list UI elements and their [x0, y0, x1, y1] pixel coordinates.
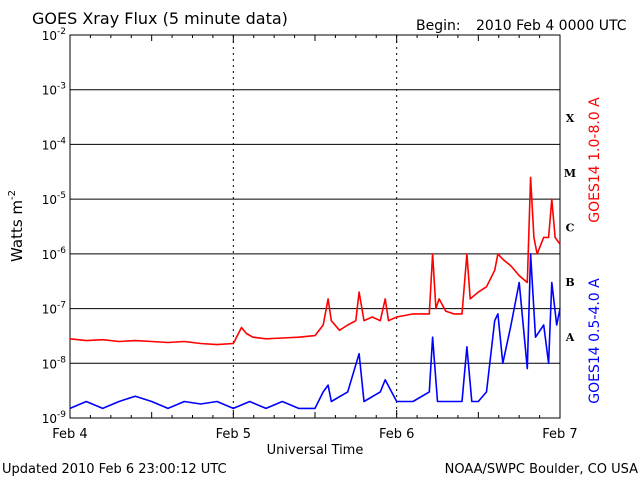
flare-class-label: B: [565, 276, 574, 289]
y-tick-label: 10-8: [42, 355, 67, 371]
y-tick-label: 10-2: [42, 27, 66, 43]
source-credit: NOAA/SWPC Boulder, CO USA: [445, 462, 638, 477]
x-tick-label: Feb 4: [52, 427, 87, 442]
svg-text:Watts m-2: Watts m-2: [7, 190, 26, 262]
y-tick-label: 10-5: [42, 191, 66, 207]
y-tick-label: 10-4: [42, 136, 67, 152]
flare-class-label: C: [566, 222, 575, 235]
updated-timestamp: Updated 2010 Feb 6 23:00:12 UTC: [2, 462, 227, 477]
y-axis-label-exponent: -2: [7, 190, 18, 200]
tick-marks: [69, 35, 561, 418]
y-tick-label: 10-7: [42, 301, 66, 317]
flare-class-labels: X M C B A: [564, 112, 576, 344]
flare-class-label: X: [566, 112, 575, 125]
x-tick-labels: Feb 4 Feb 5 Feb 6 Feb 7: [52, 427, 577, 442]
y-axis-title: Watts m-2: [7, 190, 26, 262]
y-tick-labels: 10-2 10-3 10-4 10-5 10-6 10-7 10-8 10-9: [42, 27, 67, 426]
plot-frame: [69, 34, 561, 419]
y-tick-label: 10-9: [42, 410, 67, 426]
legend-long-wavelength: GOES14 1.0-8.0 A: [587, 97, 603, 223]
begin-value: 2010 Feb 4 0000 UTC: [476, 18, 627, 34]
x-axis-title: Universal Time: [267, 443, 364, 458]
series-line-short: [69, 253, 561, 410]
y-axis-label: Watts m: [8, 200, 26, 262]
flare-class-label: A: [565, 331, 575, 344]
chart-title: GOES Xray Flux (5 minute data): [32, 9, 288, 28]
flare-class-label: M: [564, 167, 576, 180]
series-label-short: GOES14 0.5-4.0 A: [587, 278, 603, 404]
grid-lines: [70, 89, 560, 364]
x-tick-label: Feb 7: [542, 427, 577, 442]
series-line-long: [69, 176, 561, 346]
legend-short-wavelength: GOES14 0.5-4.0 A: [587, 278, 603, 404]
begin-label: Begin:: [416, 18, 461, 34]
series-group: [69, 176, 561, 410]
x-tick-label: Feb 5: [216, 427, 251, 442]
y-tick-label: 10-3: [42, 82, 66, 98]
x-tick-label: Feb 6: [379, 427, 414, 442]
y-tick-label: 10-6: [42, 246, 67, 262]
series-label-long: GOES14 1.0-8.0 A: [587, 97, 603, 223]
